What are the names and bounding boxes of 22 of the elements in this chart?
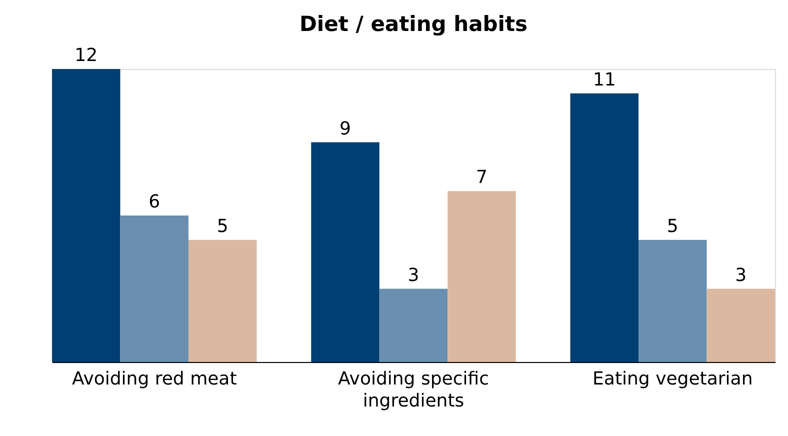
data-label: 3 [735,264,747,286]
data-label: 11 [592,69,616,90]
x-tick-label: Eating vegetarian [592,368,753,390]
x-tick-label: Avoiding specific ingredients [338,368,489,412]
bar [120,216,188,362]
x-tick-label: Avoiding red meat [72,368,237,390]
bar [311,142,380,362]
bar [638,240,707,362]
data-label: 5 [216,216,228,237]
data-label: 12 [74,45,98,66]
bar [379,288,448,362]
bar [448,191,516,362]
bar [188,240,257,362]
data-label: 3 [408,264,420,286]
data-label: 9 [340,118,351,140]
bar [52,69,120,362]
data-label: 6 [148,192,160,212]
data-label: 5 [666,216,678,237]
bar [570,93,639,362]
chart-title: Diet / eating habits [299,12,528,36]
bar [706,288,775,362]
data-label: 7 [476,167,488,188]
